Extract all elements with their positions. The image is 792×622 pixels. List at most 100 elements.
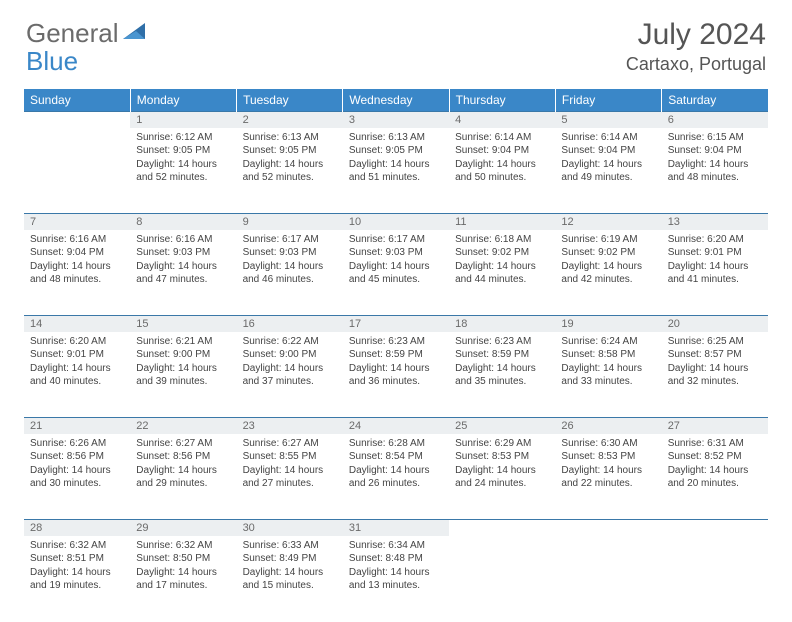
day-number-cell: 13 [662,214,768,230]
logo: General [26,18,149,49]
sunset-line: Sunset: 9:00 PM [136,348,230,362]
daylight-line: Daylight: 14 hours and 30 minutes. [30,464,124,491]
logo-blue-wrap: Blue [26,46,78,77]
day-content-cell: Sunrise: 6:20 AMSunset: 9:01 PMDaylight:… [24,332,130,418]
sunset-line: Sunset: 8:59 PM [349,348,443,362]
weekday-header: Tuesday [237,89,343,112]
day-number-cell: 29 [130,520,236,536]
day-content-row: Sunrise: 6:32 AMSunset: 8:51 PMDaylight:… [24,536,768,622]
day-number-cell: 2 [237,112,343,128]
day-number-cell: 3 [343,112,449,128]
day-content-cell [555,536,661,622]
title-block: July 2024 Cartaxo, Portugal [626,18,766,75]
day-content-cell: Sunrise: 6:19 AMSunset: 9:02 PMDaylight:… [555,230,661,316]
daylight-line: Daylight: 14 hours and 37 minutes. [243,362,337,389]
sunset-line: Sunset: 9:04 PM [561,144,655,158]
sunset-line: Sunset: 8:53 PM [455,450,549,464]
day-content-cell: Sunrise: 6:31 AMSunset: 8:52 PMDaylight:… [662,434,768,520]
logo-text-blue: Blue [26,46,78,76]
sunrise-line: Sunrise: 6:26 AM [30,437,124,451]
daylight-line: Daylight: 14 hours and 20 minutes. [668,464,762,491]
daylight-line: Daylight: 14 hours and 45 minutes. [349,260,443,287]
sunset-line: Sunset: 9:04 PM [668,144,762,158]
day-number-cell [449,520,555,536]
day-number-cell: 26 [555,418,661,434]
day-content-cell: Sunrise: 6:23 AMSunset: 8:59 PMDaylight:… [449,332,555,418]
weekday-header: Wednesday [343,89,449,112]
sunrise-line: Sunrise: 6:30 AM [561,437,655,451]
day-content-cell: Sunrise: 6:23 AMSunset: 8:59 PMDaylight:… [343,332,449,418]
daylight-line: Daylight: 14 hours and 17 minutes. [136,566,230,593]
sunrise-line: Sunrise: 6:27 AM [136,437,230,451]
day-number-cell: 27 [662,418,768,434]
day-content-cell [662,536,768,622]
sunset-line: Sunset: 9:05 PM [243,144,337,158]
day-content-cell: Sunrise: 6:22 AMSunset: 9:00 PMDaylight:… [237,332,343,418]
day-content-cell: Sunrise: 6:26 AMSunset: 8:56 PMDaylight:… [24,434,130,520]
sunrise-line: Sunrise: 6:16 AM [30,233,124,247]
day-number-cell: 24 [343,418,449,434]
weekday-header: Saturday [662,89,768,112]
sunrise-line: Sunrise: 6:20 AM [668,233,762,247]
day-number-row: 14151617181920 [24,316,768,332]
day-number-cell: 12 [555,214,661,230]
day-number-cell: 16 [237,316,343,332]
daylight-line: Daylight: 14 hours and 51 minutes. [349,158,443,185]
day-number-cell: 9 [237,214,343,230]
sunset-line: Sunset: 9:03 PM [349,246,443,260]
daylight-line: Daylight: 14 hours and 47 minutes. [136,260,230,287]
sunrise-line: Sunrise: 6:27 AM [243,437,337,451]
sunrise-line: Sunrise: 6:32 AM [30,539,124,553]
day-number-cell: 31 [343,520,449,536]
day-content-cell: Sunrise: 6:34 AMSunset: 8:48 PMDaylight:… [343,536,449,622]
day-number-cell: 22 [130,418,236,434]
day-content-cell [449,536,555,622]
day-content-cell: Sunrise: 6:13 AMSunset: 9:05 PMDaylight:… [237,128,343,214]
daylight-line: Daylight: 14 hours and 42 minutes. [561,260,655,287]
sunrise-line: Sunrise: 6:25 AM [668,335,762,349]
daylight-line: Daylight: 14 hours and 22 minutes. [561,464,655,491]
sunset-line: Sunset: 9:04 PM [30,246,124,260]
sunset-line: Sunset: 8:51 PM [30,552,124,566]
sunrise-line: Sunrise: 6:18 AM [455,233,549,247]
sunrise-line: Sunrise: 6:20 AM [30,335,124,349]
day-content-row: Sunrise: 6:16 AMSunset: 9:04 PMDaylight:… [24,230,768,316]
day-content-cell: Sunrise: 6:18 AMSunset: 9:02 PMDaylight:… [449,230,555,316]
day-number-cell: 20 [662,316,768,332]
daylight-line: Daylight: 14 hours and 15 minutes. [243,566,337,593]
sunrise-line: Sunrise: 6:12 AM [136,131,230,145]
day-number-cell: 25 [449,418,555,434]
day-number-row: 78910111213 [24,214,768,230]
daylight-line: Daylight: 14 hours and 26 minutes. [349,464,443,491]
sunset-line: Sunset: 8:58 PM [561,348,655,362]
weekday-header: Friday [555,89,661,112]
day-content-cell: Sunrise: 6:30 AMSunset: 8:53 PMDaylight:… [555,434,661,520]
logo-text-general: General [26,18,119,49]
sunrise-line: Sunrise: 6:14 AM [455,131,549,145]
day-content-cell: Sunrise: 6:24 AMSunset: 8:58 PMDaylight:… [555,332,661,418]
sunset-line: Sunset: 8:53 PM [561,450,655,464]
day-content-cell: Sunrise: 6:16 AMSunset: 9:03 PMDaylight:… [130,230,236,316]
day-number-cell [662,520,768,536]
sunrise-line: Sunrise: 6:32 AM [136,539,230,553]
day-content-cell: Sunrise: 6:29 AMSunset: 8:53 PMDaylight:… [449,434,555,520]
day-content-cell: Sunrise: 6:28 AMSunset: 8:54 PMDaylight:… [343,434,449,520]
daylight-line: Daylight: 14 hours and 46 minutes. [243,260,337,287]
day-number-cell [24,112,130,128]
sunset-line: Sunset: 9:00 PM [243,348,337,362]
daylight-line: Daylight: 14 hours and 27 minutes. [243,464,337,491]
daylight-line: Daylight: 14 hours and 32 minutes. [668,362,762,389]
day-content-cell: Sunrise: 6:17 AMSunset: 9:03 PMDaylight:… [237,230,343,316]
daylight-line: Daylight: 14 hours and 48 minutes. [30,260,124,287]
day-number-cell: 17 [343,316,449,332]
page-header: General July 2024 Cartaxo, Portugal [0,0,792,83]
day-number-cell: 28 [24,520,130,536]
sunrise-line: Sunrise: 6:13 AM [243,131,337,145]
month-title: July 2024 [626,18,766,52]
day-number-cell: 8 [130,214,236,230]
day-content-cell [24,128,130,214]
day-content-cell: Sunrise: 6:25 AMSunset: 8:57 PMDaylight:… [662,332,768,418]
day-number-cell: 19 [555,316,661,332]
day-number-cell: 10 [343,214,449,230]
daylight-line: Daylight: 14 hours and 50 minutes. [455,158,549,185]
